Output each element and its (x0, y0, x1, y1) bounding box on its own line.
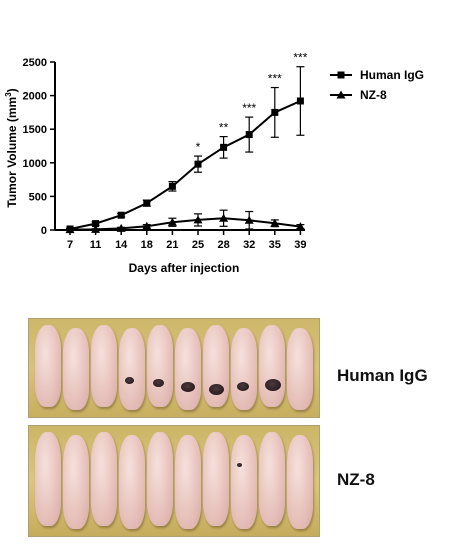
mouse (147, 325, 173, 407)
point-square (337, 71, 345, 79)
point-triangle (219, 213, 229, 222)
y-tick-label: 2000 (23, 91, 47, 103)
y-tick-label: 0 (41, 225, 47, 237)
mouse (63, 328, 89, 410)
tumor (152, 378, 164, 388)
point-triangle (270, 218, 280, 227)
mouse (259, 432, 285, 526)
x-tick-label: 14 (115, 239, 128, 251)
mouse (175, 328, 201, 410)
point-square (296, 97, 304, 105)
x-axis-label: Days after injection (129, 261, 240, 275)
mouse (91, 325, 117, 407)
significance-label: *** (242, 101, 256, 115)
point-triangle (167, 217, 177, 226)
mouse (175, 435, 201, 529)
photo-label-human-igg: Human IgG (337, 366, 428, 385)
x-tick-label: 39 (294, 239, 306, 251)
chart-marks: ************ (65, 51, 308, 234)
tumor (208, 383, 224, 396)
x-tick-label: 11 (90, 239, 102, 251)
mouse (287, 328, 313, 410)
x-tick-label: 7 (67, 239, 73, 251)
tumor (236, 462, 243, 467)
mouse (91, 432, 117, 526)
point-triangle (336, 90, 346, 99)
significance-label: *** (268, 72, 282, 86)
point-triangle (193, 215, 203, 224)
y-axis-label: Tumor Volume (mm3) (4, 88, 19, 207)
mouse (287, 435, 313, 529)
x-tick-label: 18 (141, 239, 153, 251)
point-square (271, 108, 279, 116)
point-triangle (142, 221, 152, 230)
point-square (245, 131, 253, 139)
point-triangle (295, 222, 305, 231)
mouse (231, 328, 257, 410)
mouse (119, 435, 145, 529)
mouse (119, 328, 145, 410)
series-line (69, 217, 301, 231)
point-square (220, 143, 228, 151)
mouse (203, 432, 229, 526)
mouse (259, 325, 285, 407)
significance-label: *** (293, 51, 307, 65)
mouse (203, 325, 229, 407)
legend-entry: Human IgG (360, 68, 424, 82)
y-tick-label: 500 (29, 191, 47, 203)
series-human-igg (66, 66, 305, 233)
mouse (35, 325, 61, 407)
chart-axes: 0 500 1000 1500 2000 2500 7 11 14 18 21 25 28 32 35 39 (23, 57, 307, 251)
point-square (194, 160, 202, 168)
legend-entry: NZ-8 (360, 88, 387, 102)
point-square (92, 220, 100, 228)
y-tick-label: 2500 (23, 57, 47, 69)
mouse (147, 432, 173, 526)
significance-label: ** (219, 121, 229, 135)
tumor (180, 381, 195, 393)
x-tick-label: 28 (217, 239, 229, 251)
mouse (35, 432, 61, 526)
tumor (236, 381, 250, 392)
photo-human-igg-mice (28, 318, 320, 418)
x-tick-label: 21 (166, 239, 178, 251)
mouse (63, 435, 89, 529)
point-triangle (116, 223, 126, 232)
point-triangle (65, 225, 75, 234)
series-line (69, 100, 301, 230)
point-square (117, 211, 125, 219)
y-tick-label: 1000 (23, 158, 47, 170)
series-nz-8 (65, 209, 305, 234)
significance-label: * (196, 140, 201, 154)
x-tick-label: 35 (269, 239, 281, 251)
tumor (124, 377, 135, 385)
y-tick-label: 1500 (23, 124, 47, 136)
photo-nz8-mice (28, 425, 320, 537)
point-triangle (91, 224, 101, 233)
tumor (264, 378, 282, 392)
point-triangle (244, 215, 254, 224)
mouse (231, 435, 257, 529)
x-tick-label: 32 (243, 239, 255, 251)
point-square (143, 199, 151, 207)
point-square (168, 182, 176, 190)
photo-label-nz8: NZ-8 (337, 470, 375, 489)
x-tick-label: 25 (192, 239, 204, 251)
chart-legend: Human IgG NZ-8 (330, 68, 424, 102)
